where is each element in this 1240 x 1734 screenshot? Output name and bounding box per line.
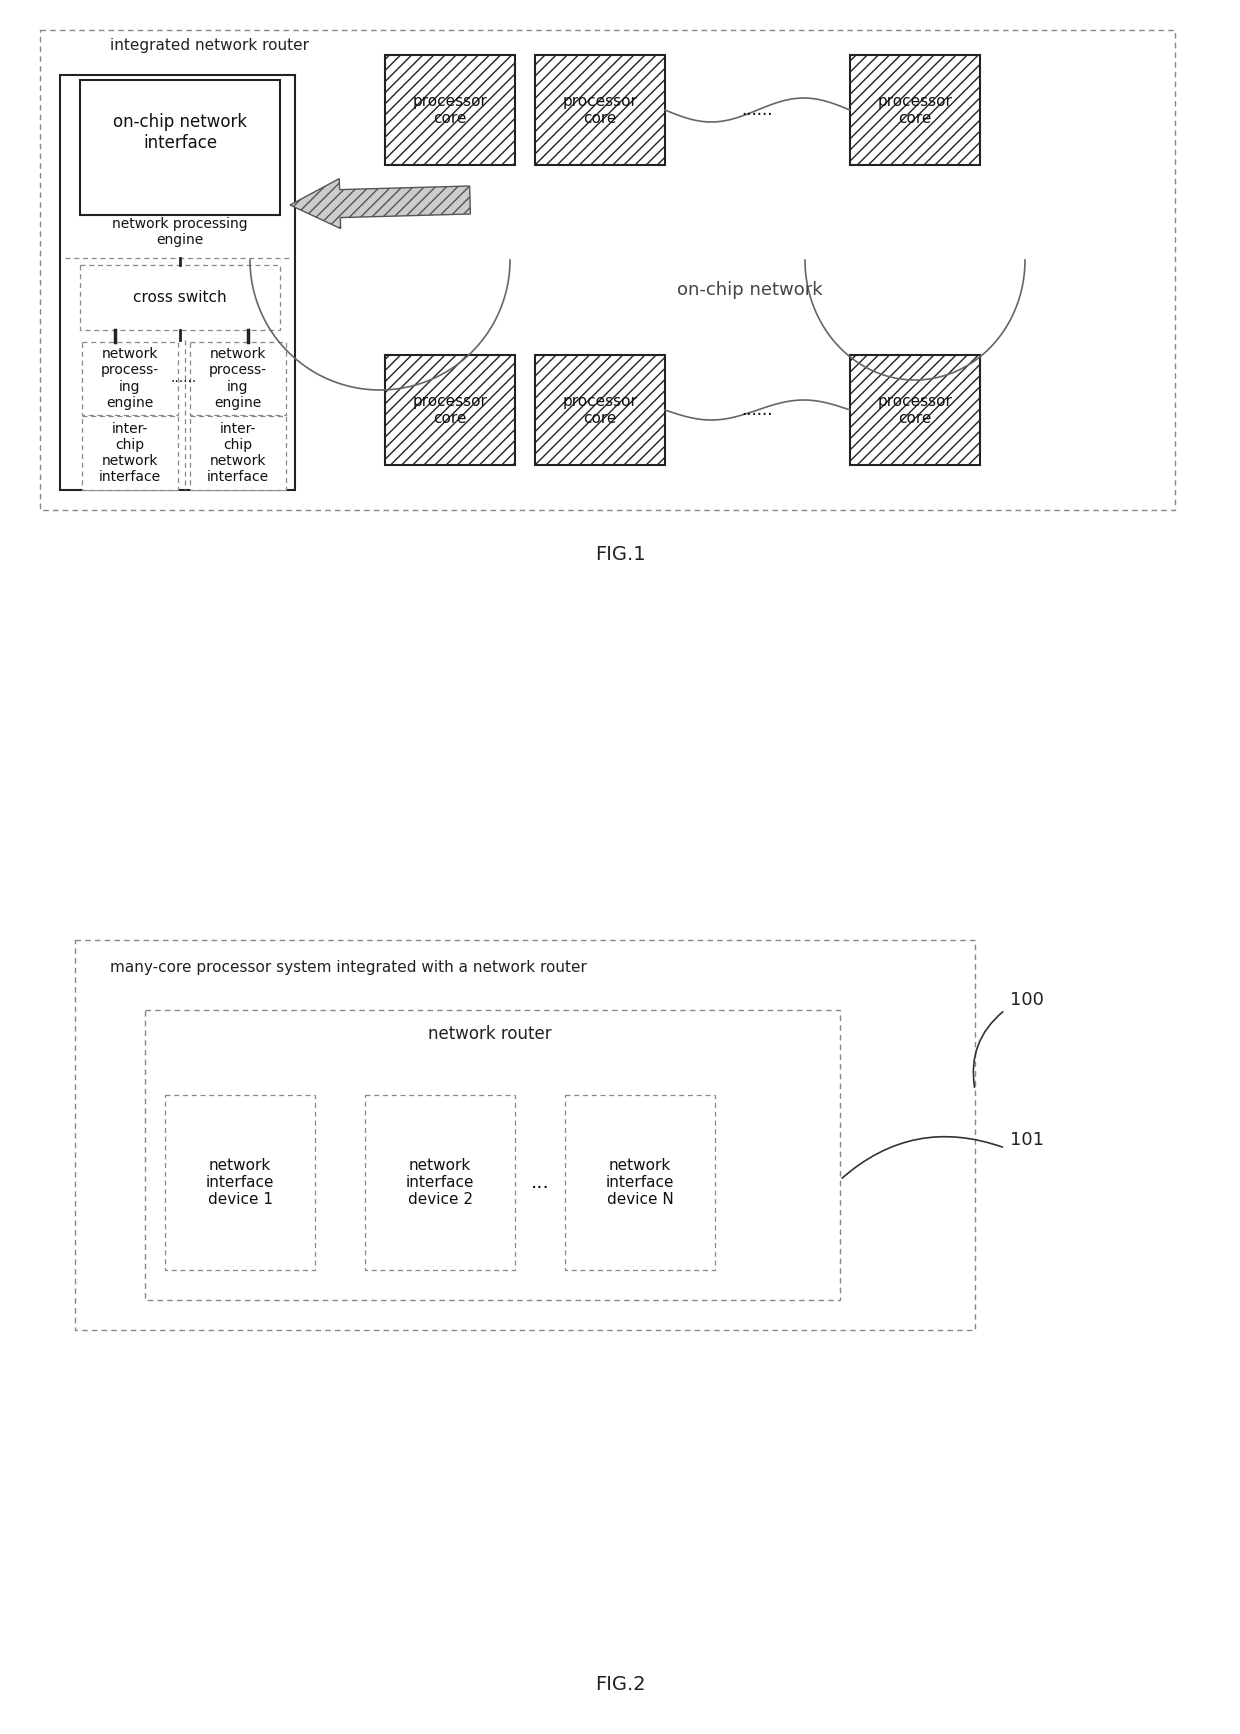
Bar — [190, 416, 286, 491]
Bar — [849, 55, 980, 165]
Text: inter-
chip
network
interface: inter- chip network interface — [99, 421, 161, 484]
Bar — [81, 265, 280, 329]
Text: network router: network router — [428, 1025, 552, 1042]
Polygon shape — [290, 179, 470, 229]
Bar — [82, 416, 179, 491]
Bar — [534, 55, 665, 165]
Text: ......: ...... — [171, 371, 197, 385]
Text: network
process-
ing
engine: network process- ing engine — [100, 347, 159, 409]
Bar — [384, 55, 515, 165]
Text: ......: ...... — [742, 101, 773, 120]
Bar — [145, 1009, 839, 1300]
Text: FIG.2: FIG.2 — [595, 1675, 645, 1694]
Bar — [81, 80, 280, 215]
Text: cross switch: cross switch — [133, 290, 227, 305]
Bar — [849, 355, 980, 465]
Text: network
process-
ing
engine: network process- ing engine — [208, 347, 267, 409]
Bar — [165, 1094, 315, 1269]
Text: processor
core: processor core — [563, 394, 637, 427]
Text: processor
core: processor core — [563, 94, 637, 127]
Text: network
interface
device N: network interface device N — [606, 1158, 675, 1207]
Bar — [40, 29, 1176, 510]
Text: ......: ...... — [742, 401, 773, 420]
Text: 101: 101 — [1011, 1131, 1044, 1150]
Text: FIG.1: FIG.1 — [595, 546, 645, 565]
Text: inter-
chip
network
interface: inter- chip network interface — [207, 421, 269, 484]
Bar — [190, 342, 286, 414]
Text: 100: 100 — [1011, 992, 1044, 1009]
Text: ...: ... — [531, 1172, 549, 1191]
Bar — [60, 75, 295, 491]
Text: network processing
engine: network processing engine — [112, 217, 248, 248]
Bar — [82, 342, 179, 414]
Text: on-chip network
interface: on-chip network interface — [113, 113, 247, 153]
Text: many-core processor system integrated with a network router: many-core processor system integrated wi… — [110, 961, 587, 975]
Text: network
interface
device 1: network interface device 1 — [206, 1158, 274, 1207]
Text: processor
core: processor core — [413, 94, 487, 127]
Bar — [74, 940, 975, 1330]
Text: processor
core: processor core — [413, 394, 487, 427]
Text: processor
core: processor core — [878, 94, 952, 127]
Text: on-chip network: on-chip network — [677, 281, 823, 298]
Bar — [365, 1094, 515, 1269]
Text: network
interface
device 2: network interface device 2 — [405, 1158, 474, 1207]
Bar — [534, 355, 665, 465]
Bar — [565, 1094, 715, 1269]
Text: integrated network router: integrated network router — [110, 38, 309, 54]
Text: processor
core: processor core — [878, 394, 952, 427]
Bar — [384, 355, 515, 465]
